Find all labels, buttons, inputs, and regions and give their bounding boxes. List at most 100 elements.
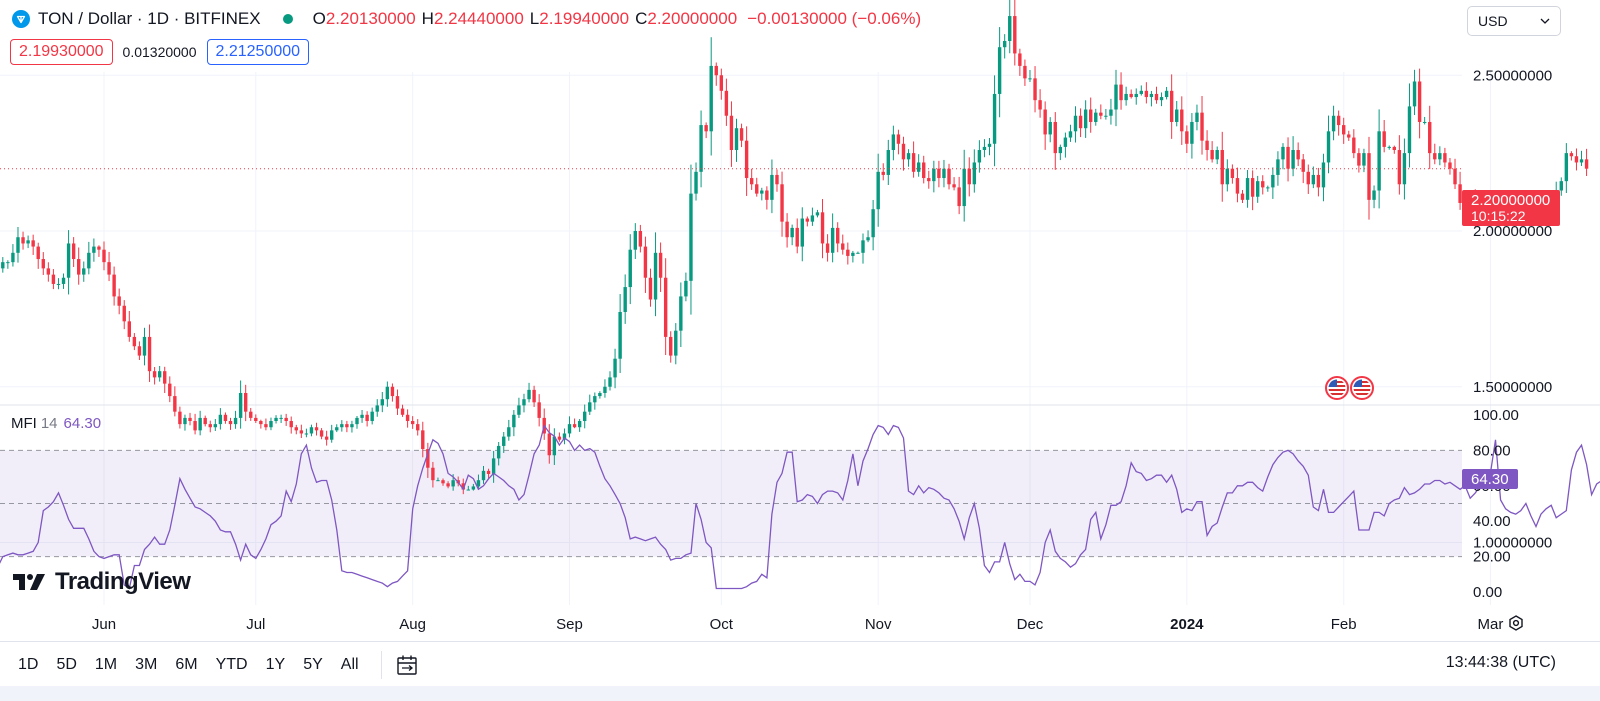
candle-body xyxy=(623,287,627,312)
utc-clock[interactable]: 13:44:38 (UTC) xyxy=(1445,654,1556,671)
settings-icon[interactable] xyxy=(1509,615,1523,631)
bar-countdown: 10:15:22 xyxy=(1471,208,1526,224)
candle-body xyxy=(1261,181,1265,188)
candle-body xyxy=(1326,131,1331,163)
period-5d-button[interactable]: 5D xyxy=(56,655,77,673)
candle-body xyxy=(876,171,880,210)
candle-body xyxy=(1428,121,1432,154)
price-tick-label: 2.00000000 xyxy=(1473,223,1552,240)
candle-body xyxy=(770,174,774,200)
candle-body xyxy=(97,246,101,250)
candle-body xyxy=(1372,190,1376,200)
candle-body xyxy=(218,414,223,425)
candle-body xyxy=(1392,146,1396,151)
candle-body xyxy=(1433,153,1437,160)
candle-body xyxy=(1331,115,1336,132)
candle-body xyxy=(1073,115,1078,132)
candle-body xyxy=(552,436,557,456)
candle-body xyxy=(127,321,131,337)
candle-body xyxy=(1559,181,1563,191)
period-1d-button[interactable]: 1D xyxy=(18,655,39,673)
watermark-text: TradingView xyxy=(55,568,191,595)
candle-body xyxy=(1215,150,1219,160)
period-all-button[interactable]: All xyxy=(340,655,359,673)
time-tick-label: Aug xyxy=(399,616,426,633)
candle-body xyxy=(178,411,182,425)
candle-body xyxy=(279,417,283,419)
candle-body xyxy=(46,268,51,275)
us-flag-event-icon[interactable] xyxy=(1325,376,1349,400)
candle-body xyxy=(112,274,116,297)
candle-body xyxy=(562,433,567,440)
candle-body xyxy=(1266,187,1270,189)
period-6m-button[interactable]: 6M xyxy=(175,655,198,673)
buy-price-button[interactable]: 2.21250000 xyxy=(206,39,310,65)
candle-body xyxy=(1377,131,1381,191)
candle-body xyxy=(1276,159,1280,175)
candle-body xyxy=(249,411,253,418)
mfi-legend[interactable]: MFI 14 64.30 xyxy=(11,415,101,432)
candle-body xyxy=(1286,146,1290,169)
mfi-tick-label: 0.00 xyxy=(1473,584,1502,601)
candle-body xyxy=(1063,137,1068,147)
candle-body xyxy=(1362,153,1366,166)
candle-body xyxy=(1296,150,1300,160)
chart-canvas[interactable]: 1.00000000 1.50000000 2.00000000 2.50000000… xyxy=(0,0,1600,641)
candle-body xyxy=(749,178,754,185)
us-flag-event-icon[interactable] xyxy=(1350,376,1374,400)
candle-body xyxy=(729,115,734,151)
candle-body xyxy=(284,417,288,422)
candle-body xyxy=(345,424,349,428)
open-value: 2.20130000 xyxy=(325,9,416,28)
candle-body xyxy=(618,311,622,359)
candle-body xyxy=(1159,97,1164,101)
candle-body xyxy=(1291,150,1295,169)
candle-body xyxy=(1301,159,1305,172)
symbol-title[interactable]: TON / Dollar · 1D · BITFINEX xyxy=(38,9,261,28)
candle-body xyxy=(1438,153,1442,160)
candle-body xyxy=(1134,93,1138,98)
economic-events[interactable] xyxy=(1325,376,1374,400)
candle-body xyxy=(922,162,926,179)
candle-body xyxy=(264,424,268,428)
toolbar-divider xyxy=(380,650,382,679)
tradingview-watermark[interactable]: TradingView xyxy=(13,568,191,596)
candle-body xyxy=(653,252,658,300)
candle-body xyxy=(426,449,430,468)
mfi-band xyxy=(0,449,1462,558)
mfi-tag-value: 64.30 xyxy=(1471,471,1509,488)
candle-body xyxy=(147,336,152,372)
candle-body xyxy=(213,424,218,428)
period-5y-button[interactable]: 5Y xyxy=(303,655,323,673)
period-ytd-button[interactable]: YTD xyxy=(215,655,248,673)
calendar-range-icon[interactable] xyxy=(396,654,420,676)
time-axis[interactable]: Jun Jul Aug Sep Oct Nov Dec 2024 Feb Mar xyxy=(92,616,1503,633)
candle-body xyxy=(567,424,572,434)
currency-select[interactable]: USD xyxy=(1467,6,1561,36)
candle-body xyxy=(203,417,207,425)
high-label: H xyxy=(421,9,434,28)
candle-body xyxy=(299,430,304,434)
sell-price-button[interactable]: 2.19930000 xyxy=(10,39,113,65)
period-1m-button[interactable]: 1M xyxy=(94,655,118,673)
candle-body xyxy=(532,389,536,403)
candle-body xyxy=(355,417,359,425)
candle-body xyxy=(608,377,612,387)
candle-body xyxy=(243,392,248,412)
price-axis[interactable]: 1.00000000 1.50000000 2.00000000 2.50000000… xyxy=(1473,0,1552,552)
period-1y-button[interactable]: 1Y xyxy=(265,655,286,673)
candle-body xyxy=(16,237,20,253)
candle-body xyxy=(755,184,759,194)
candle-body xyxy=(309,427,314,434)
period-3m-button[interactable]: 3M xyxy=(135,655,158,673)
candle-body xyxy=(704,125,708,132)
candle-body xyxy=(122,305,126,322)
ton-logo-icon xyxy=(12,10,30,28)
candle-body xyxy=(471,486,476,490)
candle-body xyxy=(238,392,243,418)
candle-body xyxy=(785,221,789,238)
candle-body xyxy=(987,143,992,147)
candle-body xyxy=(643,246,648,278)
mfi-tick-label: 80.00 xyxy=(1473,442,1511,459)
